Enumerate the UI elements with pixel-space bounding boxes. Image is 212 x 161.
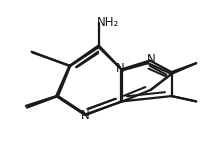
- Text: N: N: [116, 62, 125, 75]
- Text: N: N: [81, 109, 90, 122]
- Text: N: N: [146, 53, 155, 66]
- Text: NH₂: NH₂: [97, 16, 119, 29]
